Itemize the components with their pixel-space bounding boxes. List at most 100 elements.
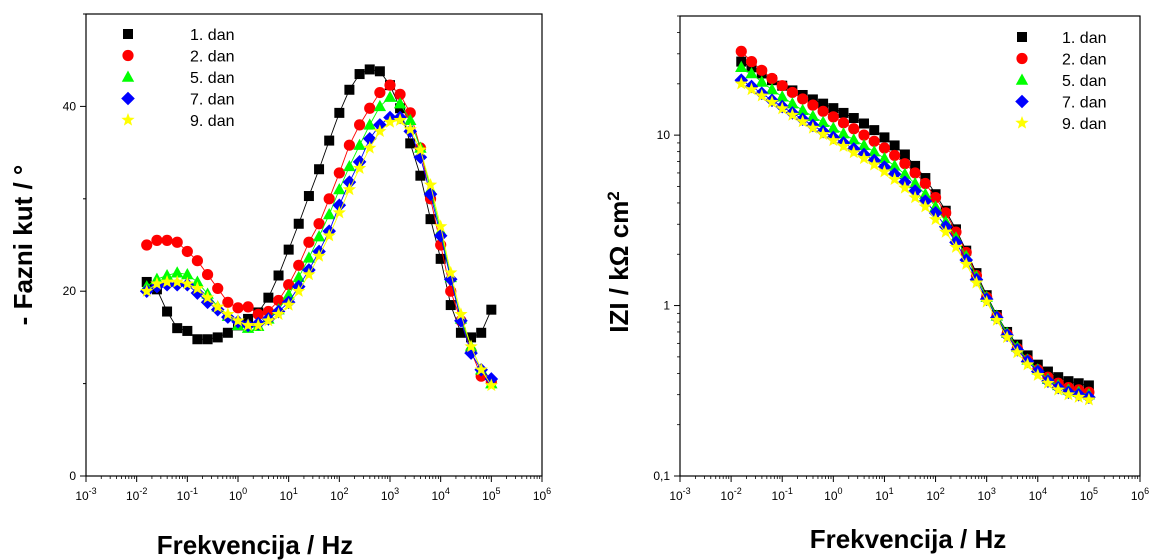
data-point — [222, 327, 233, 338]
data-point — [333, 167, 345, 179]
series-9-dan — [140, 113, 498, 392]
data-point — [261, 313, 276, 327]
data-point — [909, 167, 921, 179]
data-point — [928, 212, 943, 226]
legend: 1. dan 2. dan 5. dan 7. dan 9. dan — [1015, 30, 1106, 133]
data-point — [172, 323, 183, 334]
data-point — [959, 257, 973, 270]
data-point — [160, 268, 174, 281]
data-point — [838, 107, 849, 118]
data-point — [837, 127, 850, 139]
data-point — [908, 190, 922, 204]
data-point — [869, 125, 880, 136]
data-point — [1051, 382, 1065, 396]
series-line — [741, 79, 1089, 398]
data-point — [898, 167, 912, 179]
data-point — [1000, 330, 1014, 344]
x-tick-label: 10-2 — [126, 486, 147, 503]
data-point — [323, 207, 336, 220]
data-point — [1010, 345, 1024, 359]
data-point — [445, 300, 456, 311]
data-point — [312, 249, 326, 262]
data-point — [332, 198, 347, 213]
data-point — [200, 290, 215, 304]
data-point — [755, 75, 768, 87]
legend-label: 9. dan — [1062, 116, 1106, 133]
data-point — [211, 299, 225, 313]
data-point — [383, 90, 397, 102]
data-point — [848, 113, 859, 124]
y-axis-title: IZI / kΩ cm2 — [604, 191, 635, 333]
plot-area — [139, 64, 499, 392]
data-point — [434, 219, 448, 233]
data-point — [293, 218, 304, 229]
plot-frame — [679, 15, 1141, 477]
data-point — [786, 97, 799, 109]
data-point — [302, 251, 316, 263]
data-point — [1020, 357, 1035, 371]
data-point — [404, 113, 417, 125]
data-point — [292, 270, 305, 283]
data-point — [887, 172, 902, 186]
series-2-dan — [735, 45, 1095, 398]
data-point — [756, 64, 768, 76]
x-tick-label: 103 — [381, 486, 399, 503]
data-point — [837, 117, 850, 129]
x-tick-label: 10-2 — [720, 486, 741, 503]
data-point — [464, 346, 478, 360]
data-point — [466, 332, 477, 343]
data-point — [423, 177, 438, 191]
x-tick-label: 104 — [1029, 486, 1047, 503]
data-point — [908, 177, 922, 189]
x-tick-label: 100 — [229, 486, 247, 503]
x-tick-label: 10-1 — [772, 486, 793, 503]
data-point — [1042, 366, 1053, 377]
data-point — [150, 276, 164, 290]
y-tick-label: 40 — [63, 99, 77, 113]
data-point — [190, 281, 205, 295]
legend-marker — [1015, 94, 1029, 109]
data-point — [807, 94, 818, 105]
data-point — [180, 276, 194, 290]
data-point — [141, 239, 153, 251]
y-tick-label: 1 — [663, 299, 670, 313]
data-point — [435, 253, 446, 264]
data-point — [817, 105, 829, 117]
legend-marker — [121, 113, 135, 126]
data-point — [252, 308, 264, 320]
data-point — [949, 240, 963, 253]
data-point — [324, 135, 335, 146]
data-point — [765, 95, 779, 108]
data-point — [413, 142, 428, 156]
x-axis-title: Frekvencija / Hz — [810, 524, 1007, 554]
data-point — [313, 218, 325, 230]
data-point — [364, 64, 375, 75]
data-point — [929, 191, 942, 204]
data-point — [918, 199, 932, 213]
x-tick-label: 105 — [482, 486, 500, 503]
data-point — [271, 307, 286, 320]
data-point — [423, 187, 438, 201]
data-point — [1063, 376, 1074, 387]
data-point — [282, 298, 296, 311]
data-point — [394, 88, 406, 100]
data-point — [262, 305, 274, 318]
data-point — [476, 327, 487, 338]
data-point — [454, 307, 468, 320]
data-point — [806, 109, 820, 122]
data-point — [818, 98, 829, 109]
data-point — [433, 228, 448, 243]
data-point — [1082, 392, 1096, 406]
data-point — [1031, 368, 1045, 381]
data-point — [181, 245, 193, 258]
data-point — [181, 268, 194, 280]
data-point — [879, 132, 890, 143]
data-point — [474, 362, 488, 376]
data-point — [191, 255, 203, 267]
data-point — [344, 84, 355, 95]
phase-angle-chart: 10-3 10-2 10-1 100 101 102 103 104 105 106 02040 … — [8, 13, 551, 560]
data-point — [343, 139, 355, 151]
data-point — [1061, 387, 1076, 401]
plot-frame — [85, 13, 543, 477]
